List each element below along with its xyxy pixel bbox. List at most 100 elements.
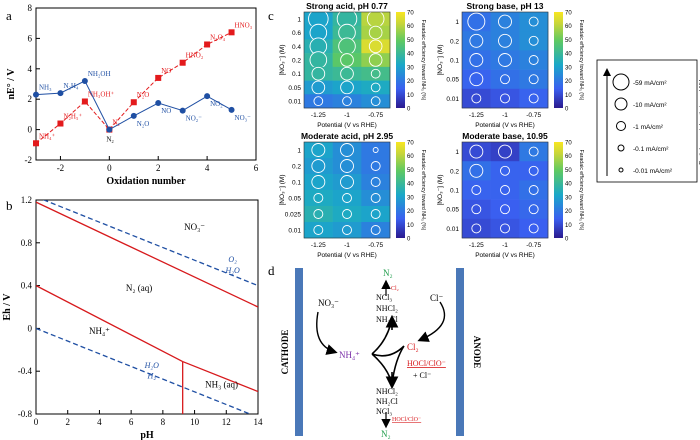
y-tick-label-a: 0 bbox=[28, 125, 33, 135]
current-bubble bbox=[370, 96, 381, 107]
heatmap-cell bbox=[361, 12, 391, 27]
line-label-b: H₂O bbox=[224, 266, 240, 275]
colorbar-tick: 30 bbox=[407, 65, 414, 71]
current-bubble bbox=[528, 146, 539, 157]
current-bubble bbox=[313, 193, 324, 203]
x-tick-label-c: -0.75 bbox=[526, 112, 541, 119]
heatmap-cell bbox=[361, 66, 391, 81]
y-tick-label-c: 0.01 bbox=[446, 226, 459, 233]
data-point-a bbox=[33, 140, 39, 147]
heatmap-cell bbox=[462, 180, 491, 200]
heatmap-cell bbox=[332, 142, 362, 159]
colorbar-label: Faradaic efficiency toward NH₃ (%) bbox=[578, 150, 584, 231]
heatmap-cell bbox=[361, 25, 391, 40]
x-tick-label-c: -0.75 bbox=[526, 242, 541, 249]
colorbar-tick: 30 bbox=[565, 65, 572, 71]
heatmap-cell bbox=[332, 190, 362, 207]
legend-bubble bbox=[616, 121, 626, 131]
heatmap-cell bbox=[490, 12, 520, 32]
x-tick-label-a: 6 bbox=[254, 163, 259, 173]
panel-a-frost-diagram: -2 0 2 4 6 -2 0 2 4 6 8 Oxidation number nE° / V NH₄⁺… bbox=[6, 3, 259, 187]
legend-bubble bbox=[618, 167, 624, 173]
x-axis-label-c: Potential (V vs RHE) bbox=[475, 252, 535, 259]
bubble-legend-box bbox=[596, 59, 698, 183]
heatmap-cell bbox=[462, 142, 491, 162]
x-tick-label-b: 8 bbox=[161, 417, 166, 427]
data-point-a bbox=[33, 91, 39, 98]
x-tick-label-b: 14 bbox=[254, 417, 264, 427]
y-tick-label-b: -0.8 bbox=[18, 409, 33, 419]
data-point-a bbox=[228, 106, 235, 113]
heatmap-cell bbox=[490, 50, 520, 70]
top-species-list: NCl₃ NHCl₂ NH₂Cl bbox=[376, 293, 399, 324]
x-tick-label-c: -1 bbox=[344, 242, 350, 249]
x-tick-label-a: -2 bbox=[57, 163, 65, 173]
current-bubble bbox=[340, 66, 354, 81]
heatmap-cell bbox=[304, 206, 333, 223]
y-tick-label-c: 0.2 bbox=[450, 38, 459, 45]
heatmap-cell bbox=[304, 53, 333, 68]
panel-label-c: c bbox=[268, 8, 274, 23]
current-bubble bbox=[370, 193, 381, 203]
boundary-line-b bbox=[36, 285, 183, 363]
x-axis-label-a: Oxidation number bbox=[106, 176, 186, 187]
data-label-a: NO bbox=[161, 107, 171, 115]
heatmap-cell bbox=[332, 80, 362, 95]
heatmap-cell bbox=[332, 12, 362, 27]
y-tick-label-c: 0.05 bbox=[446, 207, 459, 214]
current-bubble bbox=[469, 72, 484, 87]
y-tick-label-b: 0.4 bbox=[21, 281, 33, 291]
current-bubble bbox=[498, 144, 512, 159]
colorbar-tick: 70 bbox=[565, 141, 572, 147]
current-bubble bbox=[469, 163, 484, 178]
current-bubble bbox=[469, 144, 484, 159]
x-tick-label-c: -1.25 bbox=[469, 112, 484, 119]
y-axis-label-c: [NO₃⁻] (M) bbox=[279, 45, 286, 76]
heatmap-cell bbox=[490, 142, 520, 162]
colorbar-tick: 50 bbox=[565, 168, 572, 174]
current-bubble bbox=[498, 33, 512, 48]
data-label-a: NH₂OH bbox=[88, 70, 111, 78]
heatmap-cell bbox=[361, 94, 391, 109]
data-label-a: NH₃OH⁺ bbox=[88, 90, 115, 98]
y-tick-label-c: 0.2 bbox=[450, 168, 459, 175]
colorbar-tick: 0 bbox=[407, 107, 411, 113]
y-tick-label-c: 0.05 bbox=[288, 196, 301, 203]
x-tick-label-c: -1.25 bbox=[469, 242, 484, 249]
heatmap-cell bbox=[462, 69, 491, 90]
colorbar-tick: 20 bbox=[565, 209, 572, 215]
y-tick-label-c: 1 bbox=[455, 19, 459, 26]
y-tick-label-b: 1.2 bbox=[21, 195, 32, 205]
x-axis-label-b: pH bbox=[140, 430, 154, 440]
current-bubble bbox=[342, 209, 352, 219]
y-axis-label-b: Eh / V bbox=[2, 293, 13, 321]
heatmap-title: Strong base, pH 13 bbox=[467, 1, 544, 11]
x-tick-label-c: -1.25 bbox=[311, 112, 326, 119]
data-label-a: NO bbox=[161, 67, 171, 75]
heatmap-cell bbox=[519, 69, 549, 90]
current-bubble bbox=[370, 177, 381, 187]
current-bubble bbox=[500, 165, 510, 176]
region-label-b: NH₃ (aq) bbox=[205, 379, 238, 389]
y-axis-label-c: [NO₃⁻] (M) bbox=[437, 45, 444, 76]
current-bubble bbox=[311, 143, 326, 157]
legend-bubble bbox=[617, 144, 625, 152]
current-bubble bbox=[368, 53, 383, 67]
bottom-hocl-label: HOCl/ClO⁻ bbox=[392, 417, 421, 423]
current-bubble bbox=[340, 53, 354, 67]
colorbar-tick: 60 bbox=[565, 154, 572, 160]
plus-cl-label: + Cl⁻ bbox=[413, 371, 431, 380]
current-bubble bbox=[469, 53, 484, 67]
x-axis-label-c: Potential (V vs RHE) bbox=[317, 252, 377, 259]
data-label-a: N₂H₄ bbox=[63, 82, 79, 90]
current-bubble bbox=[340, 80, 354, 95]
heatmap-frame bbox=[461, 11, 549, 109]
current-bubble bbox=[372, 147, 379, 153]
plot-frame-a bbox=[35, 7, 257, 161]
data-point-a bbox=[81, 98, 88, 105]
x-tick-label-c: -1 bbox=[344, 112, 350, 119]
y-tick-label-a: -2 bbox=[25, 155, 33, 165]
current-bubble bbox=[500, 93, 510, 104]
